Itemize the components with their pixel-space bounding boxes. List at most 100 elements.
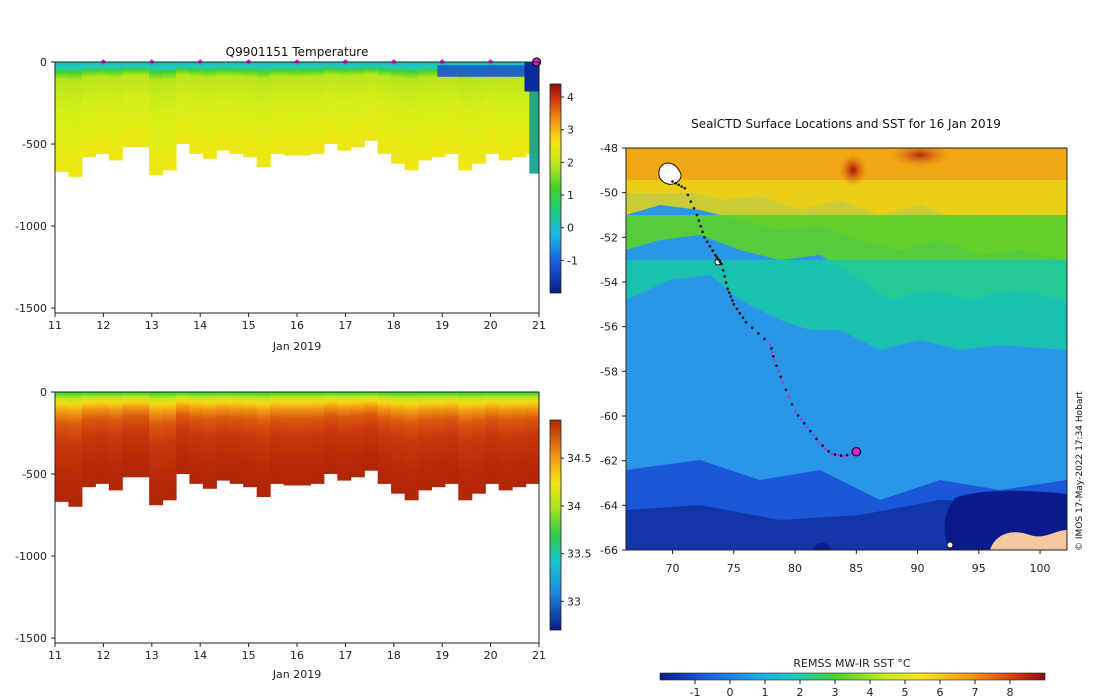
profile-column	[189, 392, 204, 484]
profile-column	[270, 62, 285, 154]
salinity-x-ticks: 11 12 13 14 15 16 17 18 19 20 21	[48, 643, 546, 662]
profile-column	[431, 62, 446, 158]
track-point	[796, 414, 800, 417]
x-tick-label: 80	[788, 562, 802, 575]
track-point	[674, 181, 677, 185]
track-point	[705, 240, 709, 244]
x-tick-label: 16	[290, 649, 304, 662]
track-point	[815, 437, 818, 441]
x-tick-label: 16	[290, 319, 304, 332]
profile-column	[458, 62, 473, 171]
track-point	[772, 358, 776, 362]
colorbar-tick-label: 7	[972, 686, 979, 699]
track-point	[750, 326, 754, 330]
profile-column	[243, 392, 258, 488]
track-point	[732, 303, 736, 306]
profile-column	[135, 62, 150, 148]
profile-column	[256, 62, 271, 167]
track-point	[848, 452, 852, 456]
track-point	[770, 347, 773, 350]
y-tick-label: -58	[600, 365, 618, 378]
profile-column	[418, 62, 432, 161]
temperature-xlabel: Jan 2019	[272, 340, 321, 353]
y-tick-label: -48	[600, 142, 618, 155]
profile-column	[176, 392, 190, 474]
salinity-panel: 11 12 13 14 15 16 17 18 19 20 21 0 -500 -1000 -1500 J…	[15, 386, 591, 681]
colorbar-tick-label: 3	[832, 686, 839, 699]
profile-column	[243, 62, 258, 158]
track-point	[726, 287, 729, 291]
cold-surface-patch	[524, 62, 539, 92]
profile-column	[149, 62, 164, 176]
map-y-ticks: -48 -50 -52 -54 -56 -58 -60 -62 -64 -66	[600, 142, 626, 557]
profile-column	[283, 62, 298, 156]
profile-column	[404, 62, 419, 171]
y-tick-label: -62	[600, 455, 618, 468]
x-tick-label: 15	[242, 319, 256, 332]
x-tick-label: 95	[972, 562, 986, 575]
profile-column	[444, 62, 459, 154]
profile-column	[471, 62, 486, 164]
track-point	[686, 193, 690, 197]
track-point	[763, 337, 766, 341]
sst-colorbar-label: REMSS MW-IR SST °C	[793, 657, 911, 670]
track-point	[845, 453, 849, 457]
profile-column	[418, 392, 432, 491]
track-point	[821, 444, 824, 447]
track-point	[833, 453, 837, 456]
temperature-colorbar-ticks: 4 3 2 1 0 -1	[561, 91, 578, 267]
y-tick-label: -64	[600, 499, 618, 512]
track-point	[727, 291, 731, 294]
colorbar-tick-label: 33	[567, 595, 581, 608]
x-tick-label: 70	[666, 562, 680, 575]
track-point	[731, 299, 734, 302]
current-position-marker	[851, 446, 862, 457]
profile-column	[162, 392, 177, 501]
profile-column	[122, 392, 137, 478]
profile-column	[216, 392, 231, 481]
profile-column	[323, 62, 338, 144]
profile-column	[485, 392, 500, 484]
profile-column	[310, 392, 325, 484]
profile-column	[323, 392, 338, 474]
x-tick-label: 19	[435, 649, 449, 662]
profile-column	[471, 392, 486, 494]
colorbar-tick-label: 1	[567, 189, 574, 202]
y-tick-label: -54	[600, 276, 618, 289]
colorbar-tick-label: 2	[797, 686, 804, 699]
track-point	[692, 207, 696, 210]
profile-column	[297, 62, 311, 156]
profile-column	[256, 392, 271, 497]
track-point	[680, 185, 683, 188]
track-point	[717, 258, 720, 262]
x-tick-label: 20	[484, 649, 498, 662]
last-profile	[529, 62, 539, 174]
x-tick-label: 100	[1030, 562, 1051, 575]
temperature-title: Q9901151 Temperature	[226, 45, 369, 59]
seal-track	[671, 180, 862, 458]
track-point	[806, 425, 809, 429]
track-point	[757, 332, 760, 335]
track-point	[790, 403, 794, 406]
profile-column	[202, 62, 217, 159]
x-tick-label: 21	[532, 649, 546, 662]
y-tick-label: 0	[40, 56, 47, 69]
y-tick-label: -1500	[15, 632, 47, 645]
track-point	[715, 256, 719, 259]
x-tick-label: 75	[727, 562, 741, 575]
salinity-colorbar	[549, 419, 562, 631]
temperature-profiles	[55, 62, 540, 177]
profile-column	[68, 62, 83, 177]
y-tick-label: -500	[22, 468, 47, 481]
track-point	[781, 381, 785, 384]
track-point	[735, 307, 739, 311]
x-tick-label: 90	[911, 562, 925, 575]
map-axes	[625, 147, 1068, 551]
profile-column	[135, 392, 150, 478]
profile-column	[525, 392, 540, 484]
track-point	[787, 395, 791, 399]
track-point	[703, 236, 706, 239]
y-tick-label: -50	[600, 187, 618, 200]
track-point	[695, 213, 699, 217]
track-point	[818, 441, 821, 445]
